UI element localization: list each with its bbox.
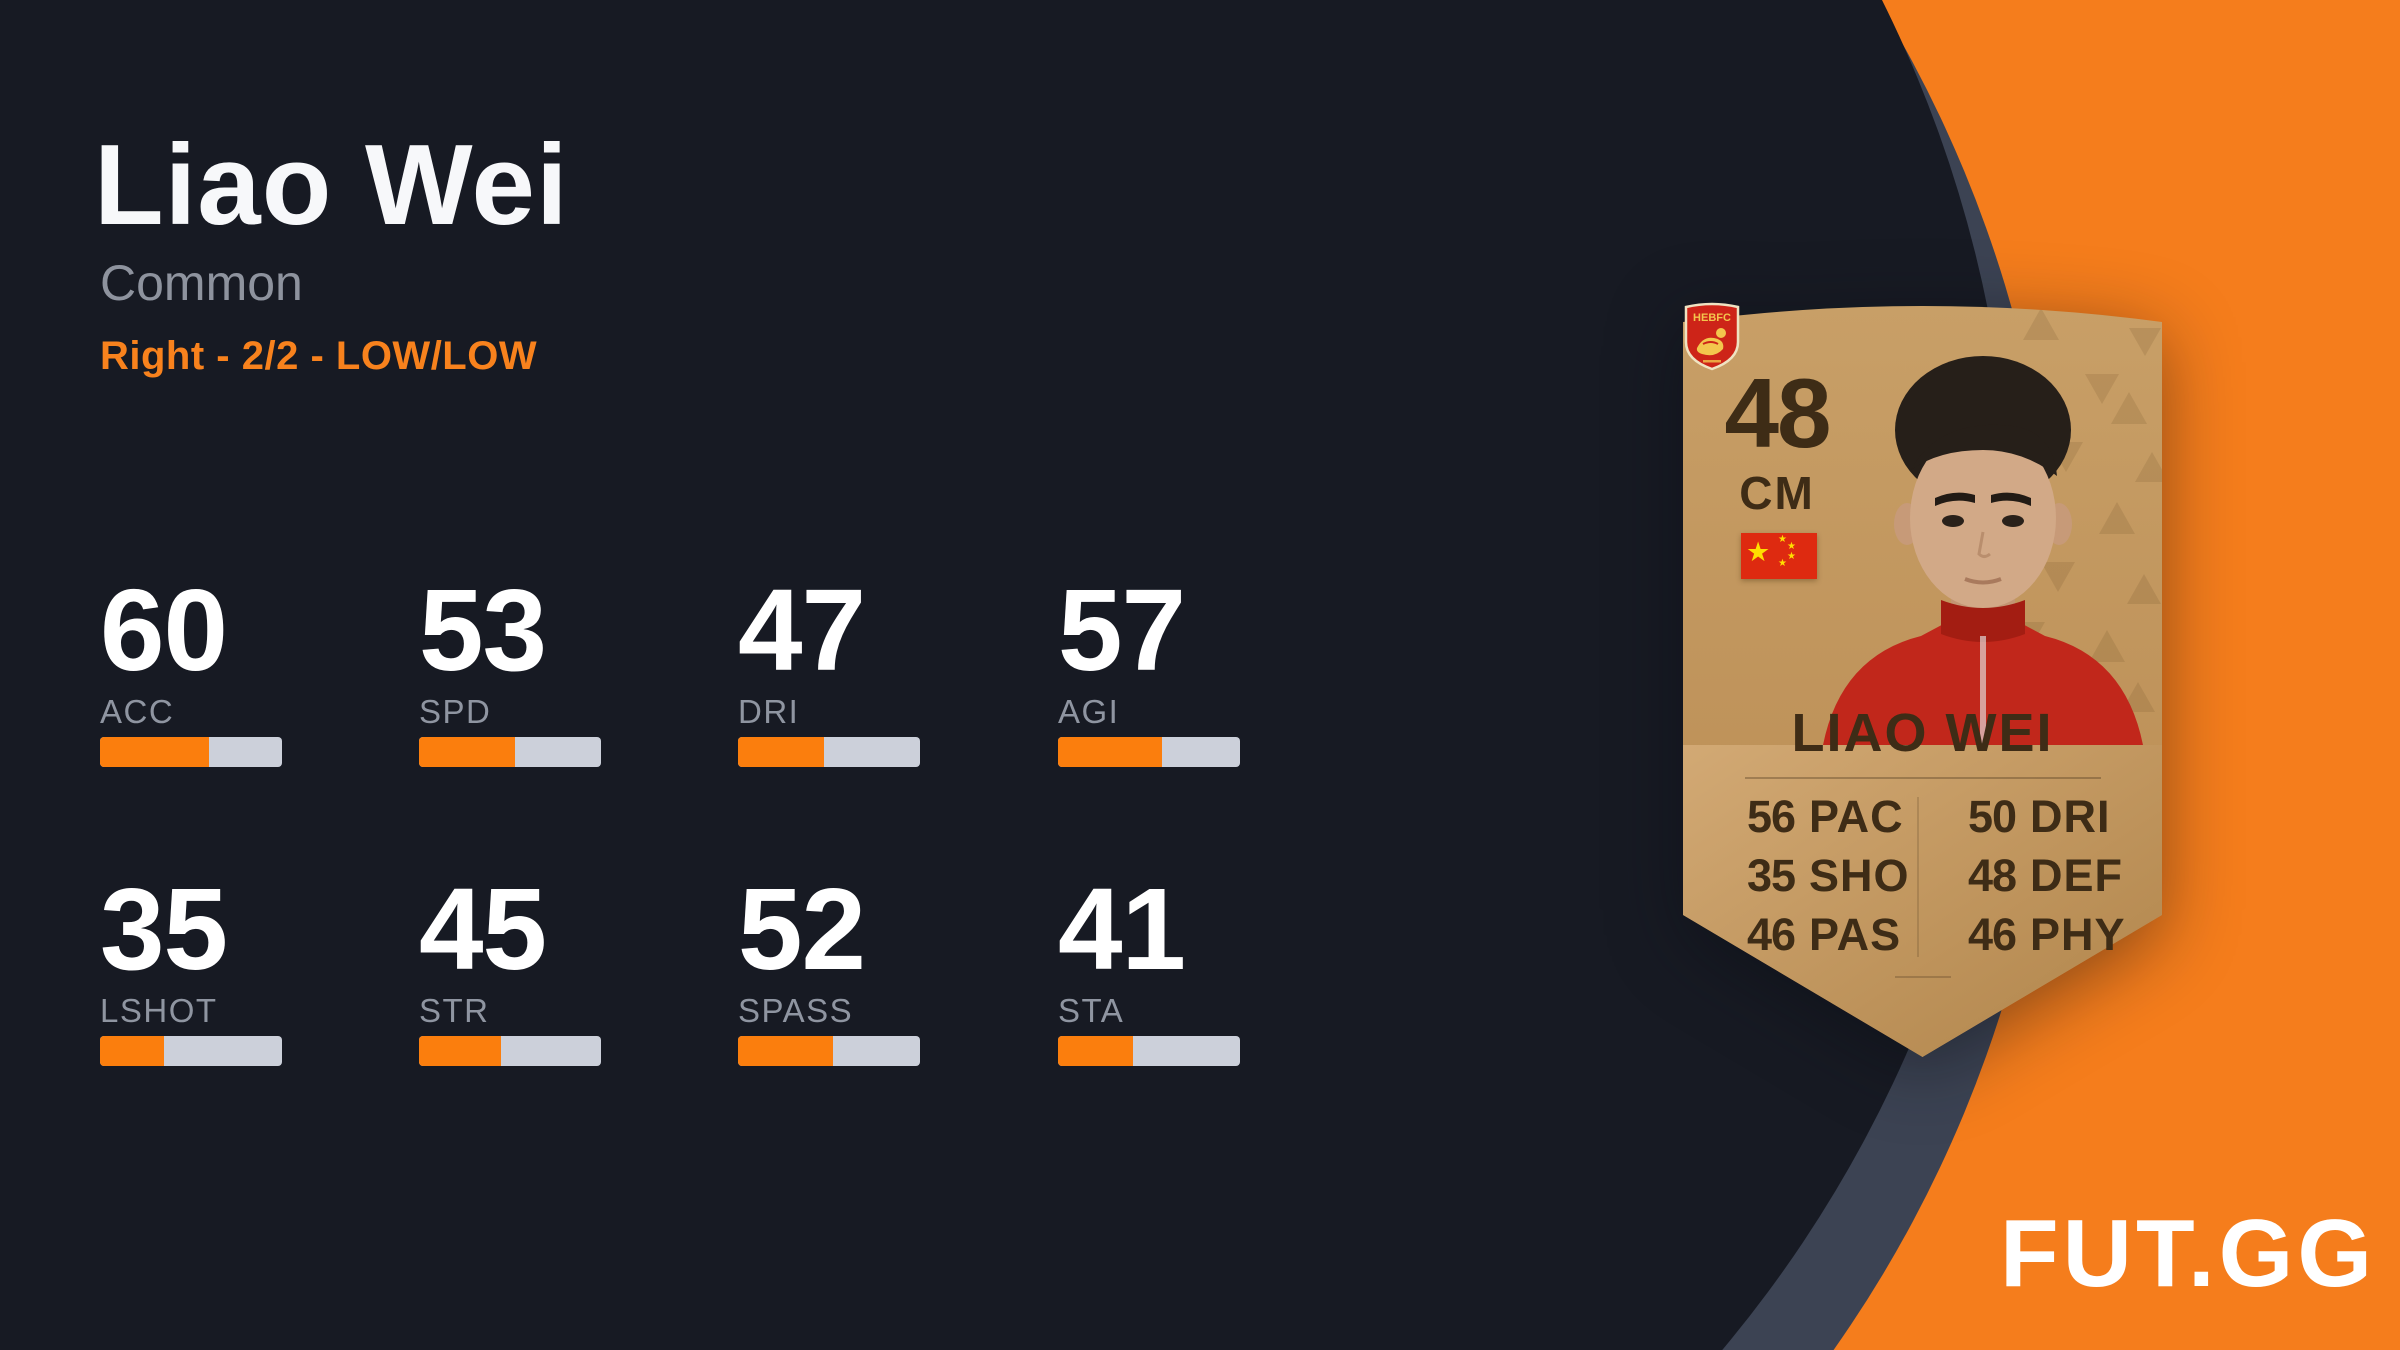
card-stat-label: PHY [2030, 909, 2126, 960]
card-player-name: LIAO WEI [1791, 703, 2054, 763]
stat-bar-fill [419, 736, 516, 767]
stat-cell-acc: 60 ACC [100, 570, 282, 767]
stat-bar-fill [100, 736, 210, 767]
stat-value: 45 [419, 864, 547, 994]
flag-star-icon: ★ [1787, 551, 1796, 562]
stat-bar [100, 1035, 282, 1066]
stat-value: 57 [1058, 565, 1186, 695]
card-stat-row: 46 PAS [1732, 905, 1910, 964]
card-stat-row: 56 PAC [1732, 787, 1910, 846]
stat-bar-fill [1058, 1035, 1133, 1066]
player-meta-line: Right - 2/2 - LOW/LOW [100, 334, 538, 378]
card-stat-label: PAC [1809, 791, 1904, 842]
card-stat-value: 46 [1746, 909, 1796, 960]
player-card: 48 CM ★ ★ ★ ★ ★ HEBFC LIAO WEI 56 PAC 35 [1683, 300, 2162, 1057]
card-stats-left: 56 PAC 35 SHO 46 PAS [1732, 787, 1910, 964]
stat-cell-str: 45 STR [419, 869, 601, 1066]
player-card-art [1683, 306, 2162, 1057]
stat-bar [419, 1035, 601, 1066]
card-stat-value: 35 [1746, 850, 1796, 901]
stat-bar-fill [1058, 736, 1162, 767]
stat-bar-fill [419, 1035, 501, 1066]
card-stat-label: PAS [1809, 909, 1902, 960]
card-stat-label: SHO [1809, 850, 1910, 901]
stat-bar-fill [100, 1035, 164, 1066]
stat-bar [738, 1035, 920, 1066]
dark-blob [0, 0, 2012, 1350]
card-stat-label: DRI [2030, 791, 2111, 842]
flag-star-icon: ★ [1746, 537, 1771, 567]
stat-label: DRI [738, 692, 800, 730]
stat-bar [738, 736, 920, 767]
card-position: CM [1739, 467, 1815, 519]
card-stats-right: 50 DRI 48 DEF 46 PHY [1953, 787, 2126, 964]
card-name-panel [1683, 745, 2162, 1057]
stat-label: SPD [419, 692, 492, 730]
page-title: Liao Wei [94, 122, 569, 249]
stat-bar [1058, 1035, 1240, 1066]
china-flag-icon: ★ ★ ★ ★ ★ [1741, 533, 1817, 579]
card-stat-value: 46 [1967, 909, 2017, 960]
stat-cell-sta: 41 STA [1058, 869, 1240, 1066]
stat-bar-fill [738, 736, 824, 767]
club-badge-icon: HEBFC [1684, 302, 1740, 371]
card-bottom-dash [1895, 976, 1951, 978]
card-stat-row: 35 SHO [1732, 846, 1910, 905]
stat-value: 53 [419, 565, 547, 695]
card-stat-label: DEF [2030, 850, 2123, 901]
flag-star-icon: ★ [1778, 558, 1787, 569]
stat-label: STA [1058, 991, 1125, 1029]
stat-bar [419, 736, 601, 767]
stat-label: STR [419, 991, 490, 1029]
futgg-logo[interactable]: FUT.GG [2000, 1200, 2376, 1307]
stat-value: 47 [738, 565, 866, 695]
stat-label: SPASS [738, 991, 854, 1029]
card-stat-row: 50 DRI [1953, 787, 2126, 846]
stat-cell-spd: 53 SPD [419, 570, 601, 767]
rarity-label: Common [100, 255, 303, 311]
stat-label: AGI [1058, 692, 1120, 730]
card-stat-value: 50 [1967, 791, 2017, 842]
stat-bar [100, 736, 282, 767]
player-photo [1823, 356, 2143, 745]
stat-value: 60 [100, 565, 228, 695]
stat-value: 41 [1058, 864, 1186, 994]
stat-bar [1058, 736, 1240, 767]
stat-value: 35 [100, 864, 228, 994]
stat-bar-fill [738, 1035, 833, 1066]
flag-star-icon: ★ [1778, 534, 1787, 545]
stat-cell-spass: 52 SPASS [738, 869, 920, 1066]
stat-cell-dri: 47 DRI [738, 570, 920, 767]
stat-label: LSHOT [100, 991, 218, 1029]
stat-cell-agi: 57 AGI [1058, 570, 1240, 767]
card-stats-divider [1917, 797, 1919, 957]
card-name-divider [1745, 777, 2101, 779]
card-stat-value: 48 [1967, 850, 2017, 901]
stat-label: ACC [100, 692, 175, 730]
club-badge-text: HEBFC [1693, 312, 1731, 324]
card-rating: 48 [1724, 358, 1831, 468]
card-stat-row: 46 PHY [1953, 905, 2126, 964]
stat-value: 52 [738, 864, 866, 994]
card-stat-value: 56 [1746, 791, 1796, 842]
flag-star-icon: ★ [1787, 541, 1796, 552]
card-stat-row: 48 DEF [1953, 846, 2126, 905]
stat-cell-lshot: 35 LSHOT [100, 869, 282, 1066]
